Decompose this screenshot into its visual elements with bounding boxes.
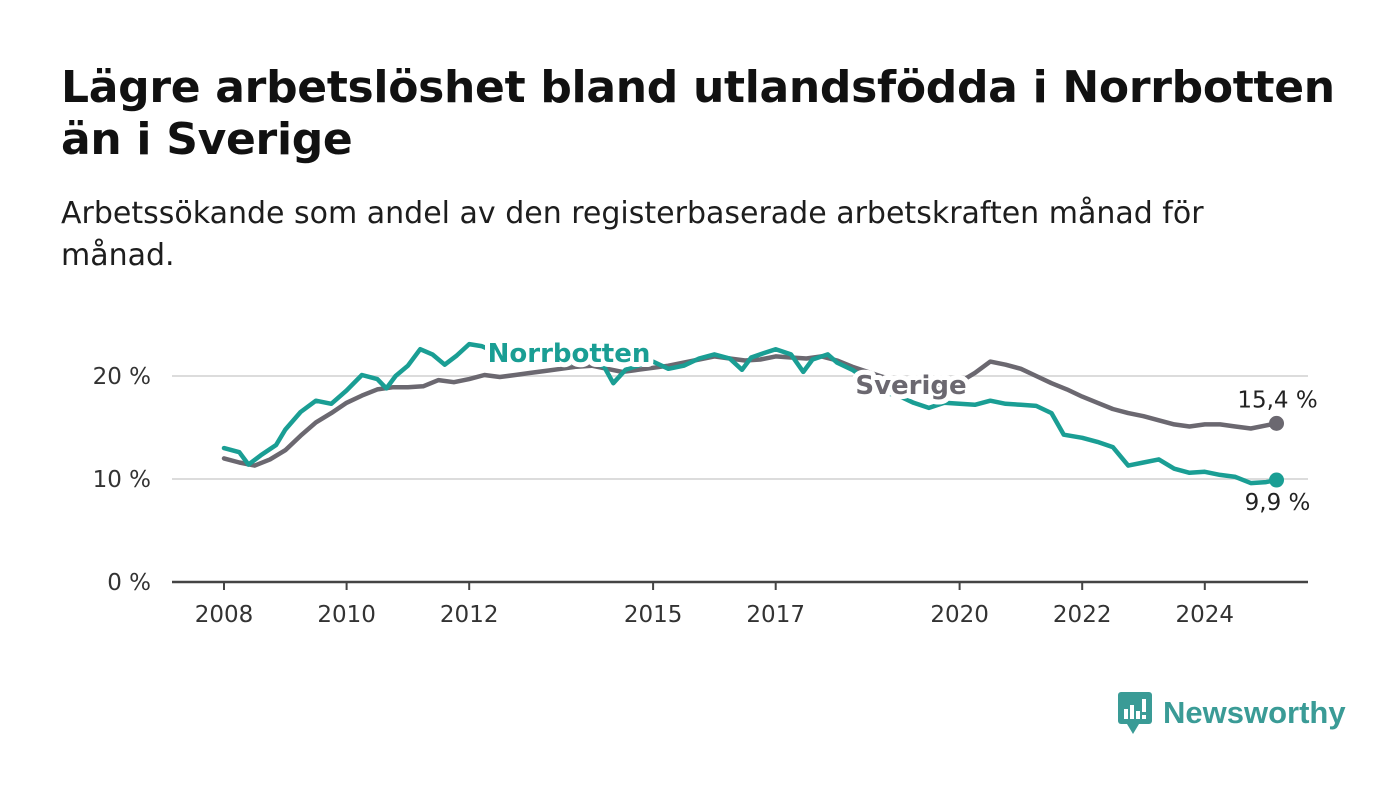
x-tick-label: 2015 xyxy=(624,602,683,628)
x-tick-label: 2024 xyxy=(1176,602,1235,628)
end-value-label: 15,4 % xyxy=(1237,387,1317,413)
chart-title: Lägre arbetslöshet bland utlandsfödda i … xyxy=(61,62,1335,165)
x-tick-label: 2010 xyxy=(317,602,376,628)
brand-name: Newsworthy xyxy=(1163,695,1346,730)
end-marker-norrbotten xyxy=(1269,472,1285,488)
end-value-label: 9,9 % xyxy=(1245,490,1311,516)
x-tick-label: 2017 xyxy=(746,602,805,628)
end-marker-sverige xyxy=(1269,415,1285,431)
chart-subtitle: Arbetssökande som andel av den registerb… xyxy=(61,196,1204,273)
chart-bubble-icon xyxy=(1118,692,1152,734)
x-tick-label: 2012 xyxy=(440,602,499,628)
x-tick-label: 2022 xyxy=(1053,602,1112,628)
y-tick-label: 20 % xyxy=(93,364,151,390)
x-tick-label: 2020 xyxy=(930,602,989,628)
series-line-sverige xyxy=(221,354,1279,468)
x-tick-label: 2008 xyxy=(195,602,254,628)
brand-logo: Newsworthy xyxy=(1117,690,1346,736)
y-tick-label: 0 % xyxy=(107,570,151,596)
y-tick-label: 10 % xyxy=(93,467,151,493)
series-line-norrbotten xyxy=(221,341,1279,486)
series-label-norrbotten: Norrbotten xyxy=(488,339,651,369)
series-label-sverige: Sverige xyxy=(855,371,966,401)
